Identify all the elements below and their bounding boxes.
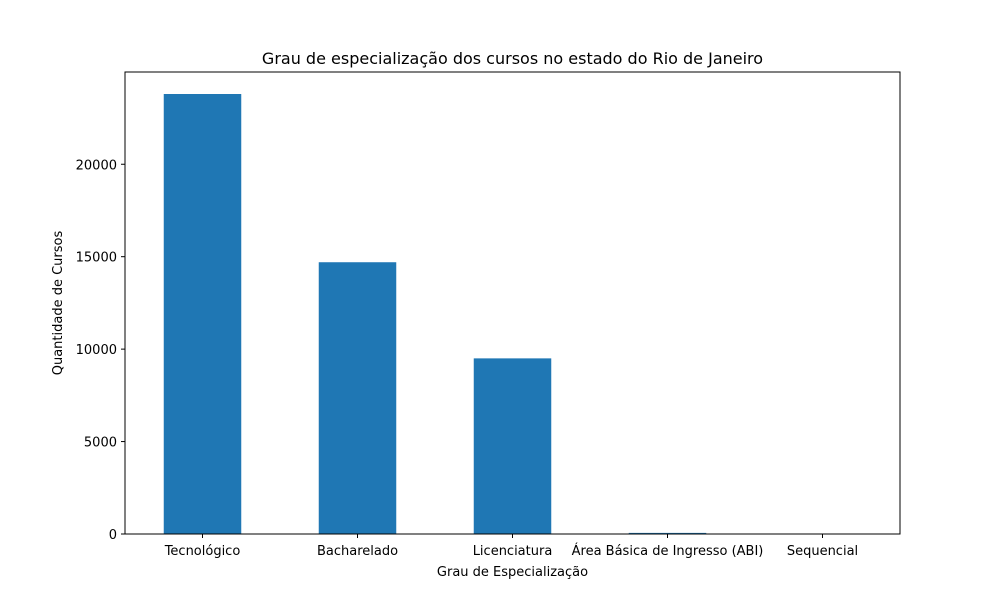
y-axis: 0 5000 10000 15000 20000 (76, 158, 125, 543)
x-tick-label: Tecnológico (164, 544, 241, 559)
x-axis: Tecnológico Bacharelado Licenciatura Área B… (164, 534, 858, 559)
bars (163, 94, 862, 534)
x-tick-label: Área Básica de Ingresso (ABI) (572, 543, 764, 559)
x-tick-label: Licenciatura (473, 544, 553, 559)
x-axis-label: Grau de Especialização (437, 565, 588, 580)
y-axis-label: Quantidade de Cursos (51, 231, 66, 376)
x-tick-label: Sequencial (787, 544, 858, 559)
x-tick-label: Bacharelado (317, 544, 398, 559)
bar-2 (473, 358, 552, 534)
bar-1 (318, 262, 397, 534)
y-tick-label: 15000 (76, 251, 117, 266)
y-tick-label: 5000 (84, 436, 117, 451)
bar-3 (628, 532, 707, 534)
y-tick-label: 0 (109, 528, 117, 543)
chart-title: Grau de especialização dos cursos no est… (262, 49, 763, 68)
bar-0 (163, 94, 242, 534)
y-tick-label: 10000 (76, 343, 117, 358)
y-tick-label: 20000 (76, 158, 117, 173)
plot-frame (124, 71, 901, 535)
